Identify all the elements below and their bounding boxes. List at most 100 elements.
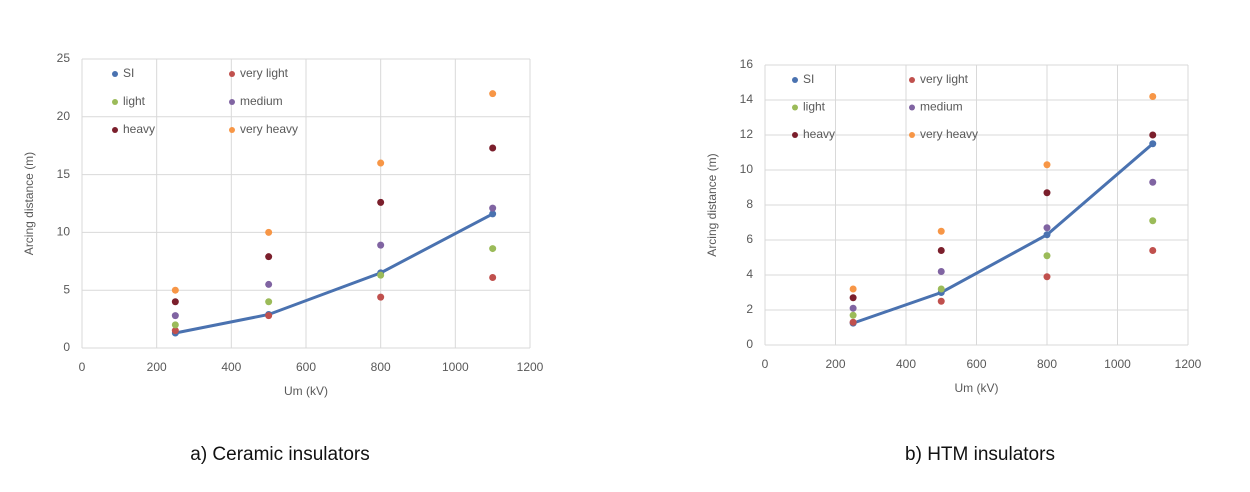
point	[849, 294, 857, 302]
y-tick-label: 0	[63, 340, 70, 354]
point	[265, 228, 273, 236]
legend-label: very heavy	[240, 122, 298, 136]
x-tick-label: 1200	[1175, 357, 1202, 371]
y-axis-title: Arcing distance (m)	[705, 153, 719, 256]
y-tick-label: 25	[57, 51, 71, 65]
legend-marker	[792, 104, 798, 111]
legend-label: very light	[240, 66, 289, 80]
point	[171, 327, 179, 335]
legend-label: medium	[240, 94, 283, 108]
point	[1149, 131, 1157, 139]
legend-label: medium	[920, 100, 963, 114]
y-tick-label: 14	[740, 92, 754, 106]
x-tick-label: 200	[825, 357, 845, 371]
legend-marker	[112, 127, 118, 133]
y-tick-label: 20	[57, 109, 71, 123]
legend-label: very heavy	[920, 127, 978, 141]
legend-label: SI	[123, 66, 134, 80]
y-tick-label: 8	[746, 197, 753, 211]
point	[377, 241, 385, 249]
point	[1043, 231, 1051, 239]
y-tick-label: 6	[746, 232, 753, 246]
x-tick-label: 400	[221, 360, 241, 374]
point	[937, 285, 945, 293]
legend-label: heavy	[803, 127, 835, 141]
y-tick-label: 5	[63, 282, 70, 296]
point	[1149, 93, 1157, 100]
caption: b) HTM insulators	[905, 444, 1055, 465]
point	[937, 297, 945, 305]
legend-marker	[909, 104, 915, 111]
point	[489, 273, 497, 281]
legend-label: very light	[920, 72, 969, 86]
point	[377, 198, 385, 206]
legend-label: SI	[803, 72, 814, 86]
point	[1149, 217, 1157, 225]
point	[489, 144, 497, 152]
legend-marker	[229, 71, 235, 77]
x-axis-title: Um (kV)	[955, 381, 999, 395]
y-tick-label: 12	[740, 127, 754, 141]
x-tick-label: 600	[966, 357, 986, 371]
y-tick-label: 10	[740, 162, 754, 176]
point	[1043, 161, 1051, 169]
y-tick-label: 10	[57, 225, 71, 239]
point	[489, 90, 497, 98]
legend-marker	[112, 71, 118, 77]
point	[1043, 273, 1051, 281]
point	[377, 271, 385, 279]
point	[265, 253, 273, 261]
x-tick-label: 200	[147, 360, 167, 374]
point	[849, 318, 857, 326]
y-tick-label: 4	[746, 267, 753, 281]
legend-marker	[229, 99, 235, 105]
si-line	[175, 212, 494, 335]
point	[171, 321, 179, 329]
point	[1149, 140, 1157, 148]
point	[171, 298, 179, 306]
y-tick-label: 0	[746, 337, 753, 351]
point	[849, 304, 857, 312]
point	[171, 286, 179, 294]
y-tick-label: 2	[746, 302, 753, 316]
point	[1149, 247, 1157, 254]
x-tick-label: 0	[762, 357, 769, 371]
x-tick-label: 800	[371, 360, 391, 374]
legend-label: light	[123, 94, 146, 108]
point	[1043, 189, 1051, 197]
legend-marker	[792, 77, 798, 83]
legend-marker	[792, 132, 798, 138]
x-tick-label: 600	[296, 360, 316, 374]
x-tick-label: 1000	[1104, 357, 1131, 371]
point	[1043, 252, 1051, 260]
point	[849, 311, 857, 319]
point	[265, 298, 273, 306]
legend-label: heavy	[123, 122, 155, 136]
y-tick-label: 16	[740, 57, 754, 71]
caption: a) Ceramic insulators	[190, 444, 370, 465]
legend-label: light	[803, 100, 826, 114]
legend-marker	[229, 127, 235, 133]
y-tick-label: 15	[57, 167, 71, 181]
x-tick-label: 800	[1037, 357, 1057, 371]
y-axis-title: Arcing distance (m)	[22, 152, 36, 255]
legend-marker	[112, 99, 118, 105]
point	[937, 227, 945, 235]
legend-marker	[909, 77, 915, 83]
x-tick-label: 1000	[442, 360, 469, 374]
point	[265, 280, 273, 288]
point	[377, 159, 385, 167]
point	[849, 285, 857, 293]
point	[489, 245, 497, 253]
x-axis-title: Um (kV)	[284, 384, 328, 398]
x-tick-label: 0	[79, 360, 86, 374]
point	[265, 312, 273, 320]
x-tick-label: 400	[896, 357, 916, 371]
point	[937, 268, 945, 275]
point	[377, 293, 385, 301]
point	[937, 247, 945, 254]
point	[1043, 224, 1051, 232]
point	[489, 210, 497, 218]
